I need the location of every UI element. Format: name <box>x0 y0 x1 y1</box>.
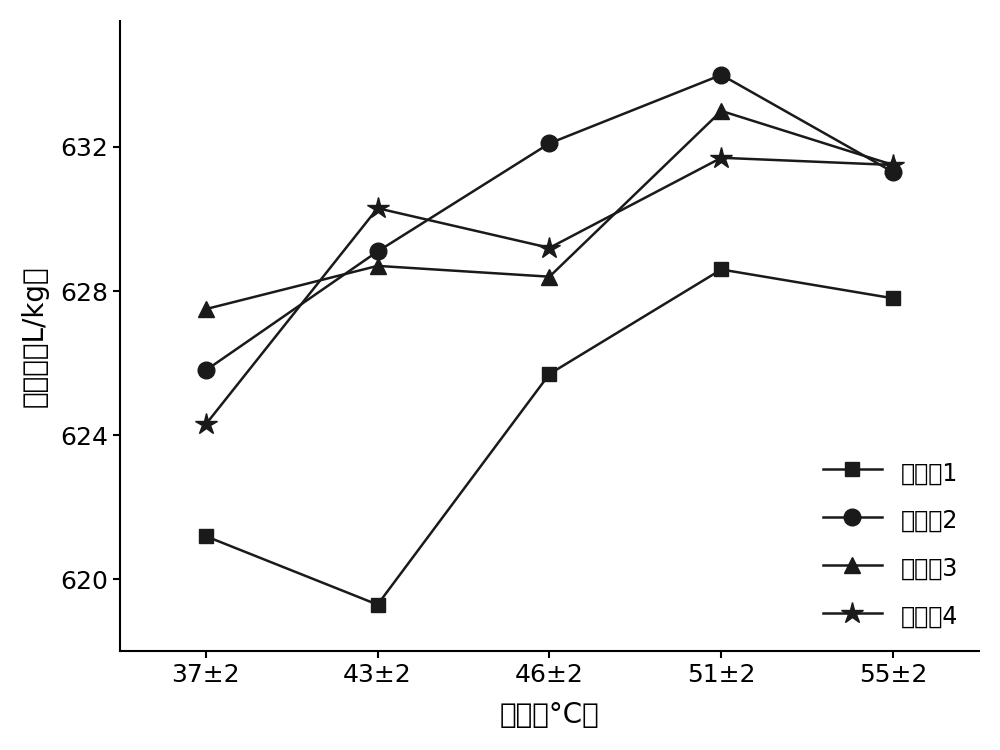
实施例4 <box>200 420 212 429</box>
Line: 实施例2: 实施例2 <box>197 67 902 379</box>
实施例2 <box>200 366 212 375</box>
实施例4 <box>543 243 555 252</box>
Line: 实施例3: 实施例3 <box>198 104 901 316</box>
实施例2 <box>372 247 384 256</box>
实施例3 <box>372 262 384 271</box>
实施例3 <box>887 160 899 170</box>
实施例2 <box>887 168 899 177</box>
实施例1 <box>887 294 899 303</box>
实施例3 <box>543 272 555 281</box>
实施例1 <box>372 600 384 609</box>
实施例3 <box>200 304 212 313</box>
实施例1 <box>715 265 727 274</box>
X-axis label: 温度（°C）: 温度（°C） <box>500 701 599 729</box>
实施例4 <box>372 204 384 213</box>
实施例4 <box>887 160 899 170</box>
实施例4 <box>715 153 727 162</box>
实施例2 <box>543 139 555 148</box>
实施例1 <box>200 532 212 541</box>
Legend: 实施例1, 实施例2, 实施例3, 实施例4: 实施例1, 实施例2, 实施例3, 实施例4 <box>813 449 967 640</box>
Line: 实施例1: 实施例1 <box>199 262 900 611</box>
Line: 实施例4: 实施例4 <box>195 147 904 436</box>
实施例1 <box>543 370 555 379</box>
实施例3 <box>715 106 727 116</box>
Y-axis label: 产气量（L/kg）: 产气量（L/kg） <box>21 266 49 407</box>
实施例2 <box>715 70 727 80</box>
